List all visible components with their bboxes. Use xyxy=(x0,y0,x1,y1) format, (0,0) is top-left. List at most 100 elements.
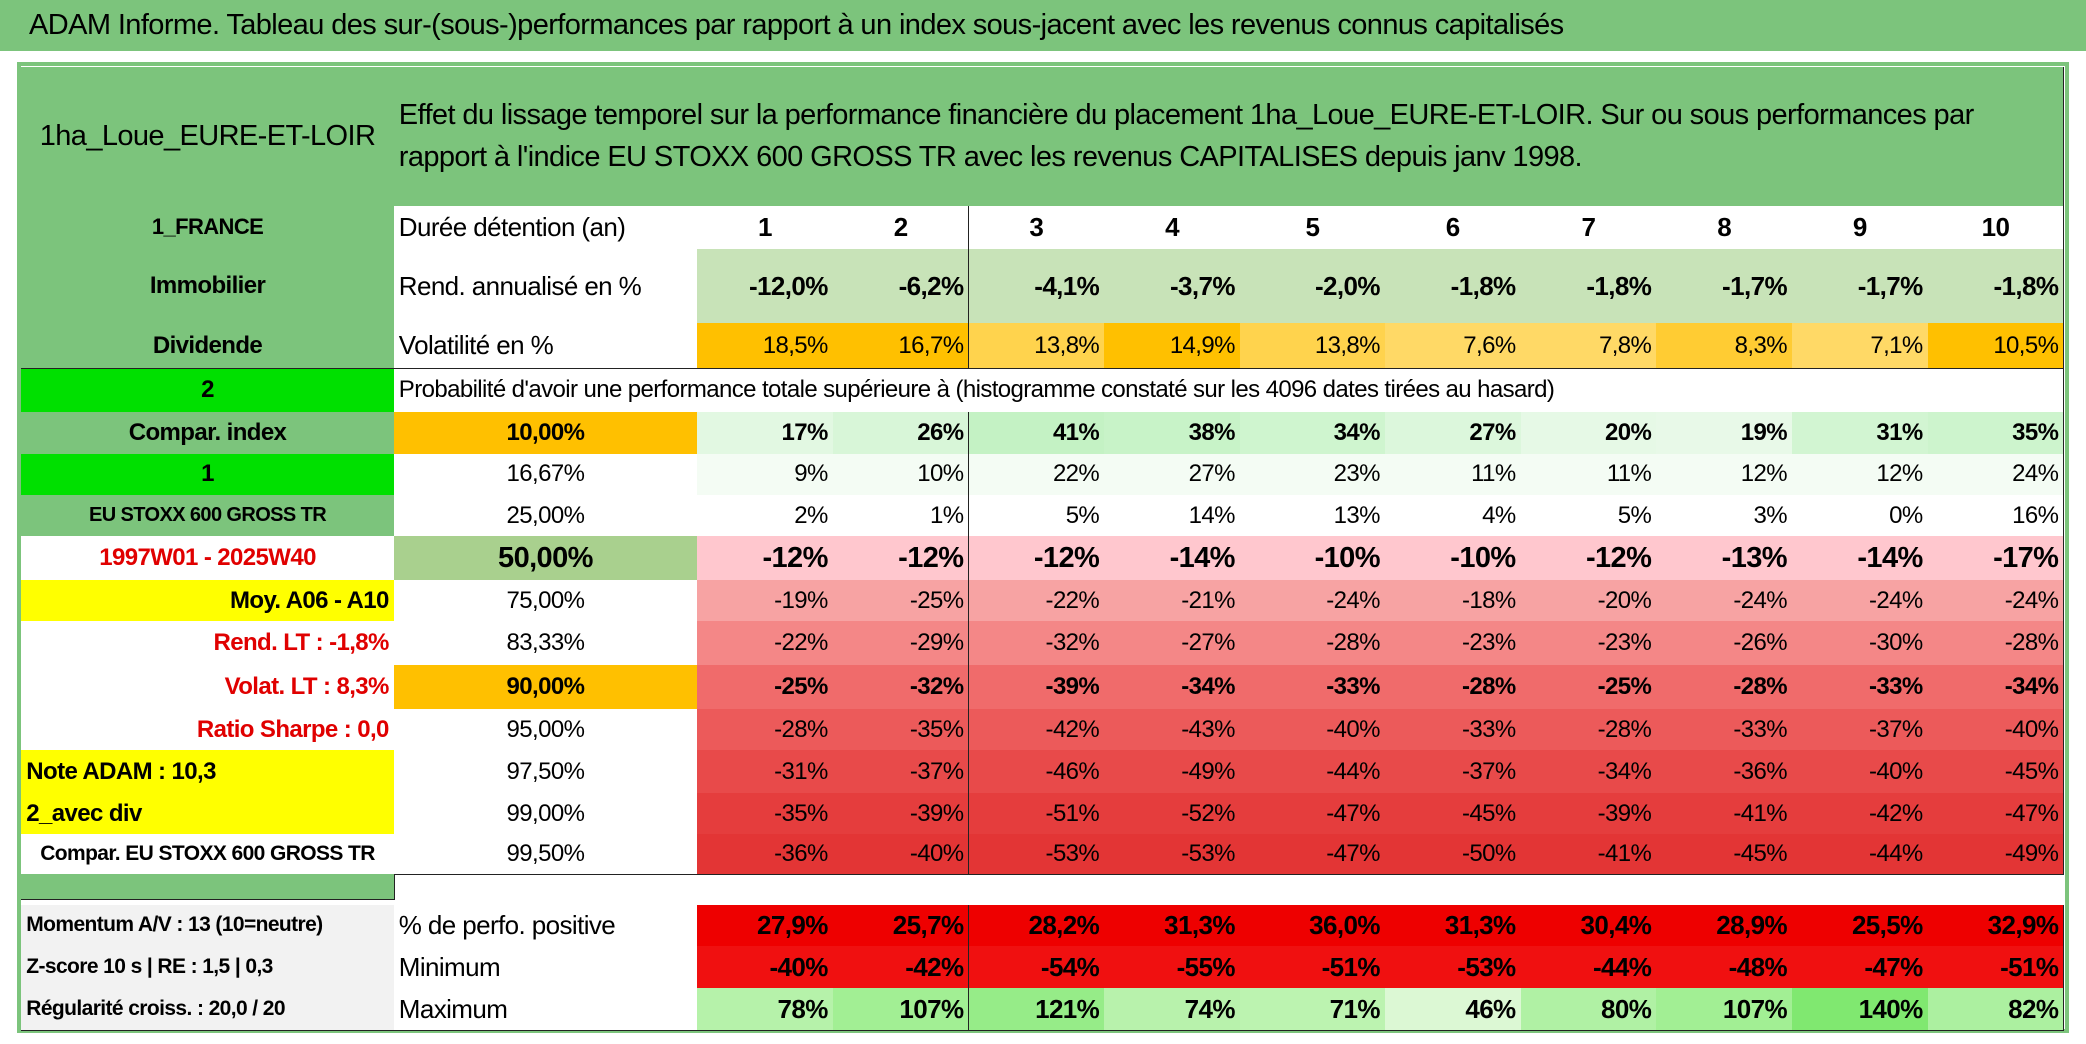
value-cell: -47% xyxy=(1791,945,1929,990)
value-cell: 0% xyxy=(1791,494,1929,538)
value-cell: -24% xyxy=(1927,580,2065,623)
value-cell: -27% xyxy=(1104,621,1241,667)
value-cell: -1,7% xyxy=(1656,248,1793,325)
value-cell: -23% xyxy=(1520,621,1658,667)
value-cell: 34% xyxy=(1239,412,1386,455)
value-cell: 23% xyxy=(1239,453,1386,496)
value-cell: -45% xyxy=(1384,792,1522,836)
value-cell: -45% xyxy=(1927,750,2065,794)
side-label: Immobilier xyxy=(21,248,395,325)
year-header: 10 xyxy=(1927,206,2065,250)
row-label: Rend. annualisé en % xyxy=(393,248,699,325)
empty-cell xyxy=(1927,368,2065,414)
value-cell: 107% xyxy=(832,988,970,1031)
value-cell: -42% xyxy=(1791,792,1929,836)
value-cell: 11% xyxy=(1384,453,1522,496)
value-cell: -30% xyxy=(1791,621,1929,667)
value-cell: 7,6% xyxy=(1384,323,1522,370)
value-cell: -44% xyxy=(1520,945,1658,990)
value-cell: -33% xyxy=(1239,665,1386,711)
side-label: Régularité croiss. : 20,0 / 20 xyxy=(21,988,395,1031)
value-cell: 121% xyxy=(968,988,1106,1031)
value-cell: 82% xyxy=(1927,988,2065,1031)
value-cell: -34% xyxy=(1520,750,1658,794)
value-cell: -19% xyxy=(697,580,834,623)
value-cell: -53% xyxy=(968,834,1106,876)
value-cell: -29% xyxy=(832,621,970,667)
value-cell: -39% xyxy=(1520,792,1658,836)
row-label: % de perfo. positive xyxy=(393,904,699,947)
value-cell: 24% xyxy=(1927,453,2065,496)
year-header: 8 xyxy=(1656,206,1793,250)
value-cell: -47% xyxy=(1239,834,1386,876)
value-cell: 80% xyxy=(1520,988,1658,1031)
value-cell: -25% xyxy=(832,580,970,623)
value-cell: -36% xyxy=(697,834,834,876)
value-cell: 16,7% xyxy=(832,323,970,370)
value-cell: -44% xyxy=(1791,834,1929,876)
value-cell: -4,1% xyxy=(968,248,1106,325)
value-cell: -34% xyxy=(1104,665,1241,711)
year-header: 5 xyxy=(1239,206,1386,250)
value-cell: 35% xyxy=(1927,412,2065,455)
value-cell: 14,9% xyxy=(1104,323,1241,370)
value-cell: -46% xyxy=(968,750,1106,794)
side-label: Rend. LT : -1,8% xyxy=(21,621,395,667)
side-label: 1997W01 - 2025W40 xyxy=(21,536,395,582)
value-cell: 10% xyxy=(832,453,970,496)
side-label: 1_FRANCE xyxy=(21,206,395,250)
value-cell: 10,5% xyxy=(1927,323,2065,370)
year-header: 3 xyxy=(968,206,1106,250)
value-cell: 26% xyxy=(832,412,970,455)
row-label: 95,00% xyxy=(393,709,699,752)
value-cell: -44% xyxy=(1239,750,1386,794)
value-cell: -20% xyxy=(1520,580,1658,623)
row-label: 99,50% xyxy=(393,834,699,876)
value-cell: -28% xyxy=(1520,709,1658,752)
table-frame xyxy=(17,62,2069,1033)
value-cell: -13% xyxy=(1656,536,1793,582)
value-cell: -55% xyxy=(1104,945,1241,990)
value-cell: 5% xyxy=(1520,494,1658,538)
value-cell: 27% xyxy=(1104,453,1241,496)
value-cell: 1% xyxy=(832,494,970,538)
value-cell: -50% xyxy=(1384,834,1522,876)
value-cell: -36% xyxy=(1656,750,1793,794)
side-label: Dividende xyxy=(21,323,395,370)
value-cell: 27% xyxy=(1384,412,1522,455)
value-cell: 5% xyxy=(968,494,1106,538)
row-label: 99,00% xyxy=(393,792,699,836)
row-label: 97,50% xyxy=(393,750,699,794)
value-cell: -35% xyxy=(697,792,834,836)
value-cell: -12% xyxy=(832,536,970,582)
value-cell: -1,8% xyxy=(1927,248,2065,325)
value-cell: 38% xyxy=(1104,412,1241,455)
value-cell: -40% xyxy=(832,834,970,876)
value-cell: 71% xyxy=(1239,988,1386,1031)
spacer-cell xyxy=(21,874,395,901)
value-cell: -40% xyxy=(697,945,834,990)
value-cell: -33% xyxy=(1384,709,1522,752)
value-cell: 4% xyxy=(1384,494,1522,538)
row-label: 25,00% xyxy=(393,494,699,538)
value-cell: -41% xyxy=(1656,792,1793,836)
side-label: 2_avec div xyxy=(21,792,395,836)
year-header: 1 xyxy=(697,206,834,250)
value-cell: -31% xyxy=(697,750,834,794)
row-label: 83,33% xyxy=(393,621,699,667)
corner: 1ha_Loue_EURE-ET-LOIR xyxy=(21,66,395,208)
row-label: 16,67% xyxy=(393,453,699,496)
value-cell: -43% xyxy=(1104,709,1241,752)
value-cell: 78% xyxy=(697,988,834,1031)
row-label: Maximum xyxy=(393,988,699,1031)
value-cell: 107% xyxy=(1656,988,1793,1031)
row-label: 10,00% xyxy=(393,412,699,455)
value-cell: -10% xyxy=(1239,536,1386,582)
value-cell: 31,3% xyxy=(1384,904,1522,947)
year-header: 9 xyxy=(1791,206,1929,250)
value-cell: 13,8% xyxy=(968,323,1106,370)
value-cell: -28% xyxy=(1927,621,2065,667)
value-cell: -54% xyxy=(968,945,1106,990)
side-label: Momentum A/V : 13 (10=neutre) xyxy=(21,904,395,947)
